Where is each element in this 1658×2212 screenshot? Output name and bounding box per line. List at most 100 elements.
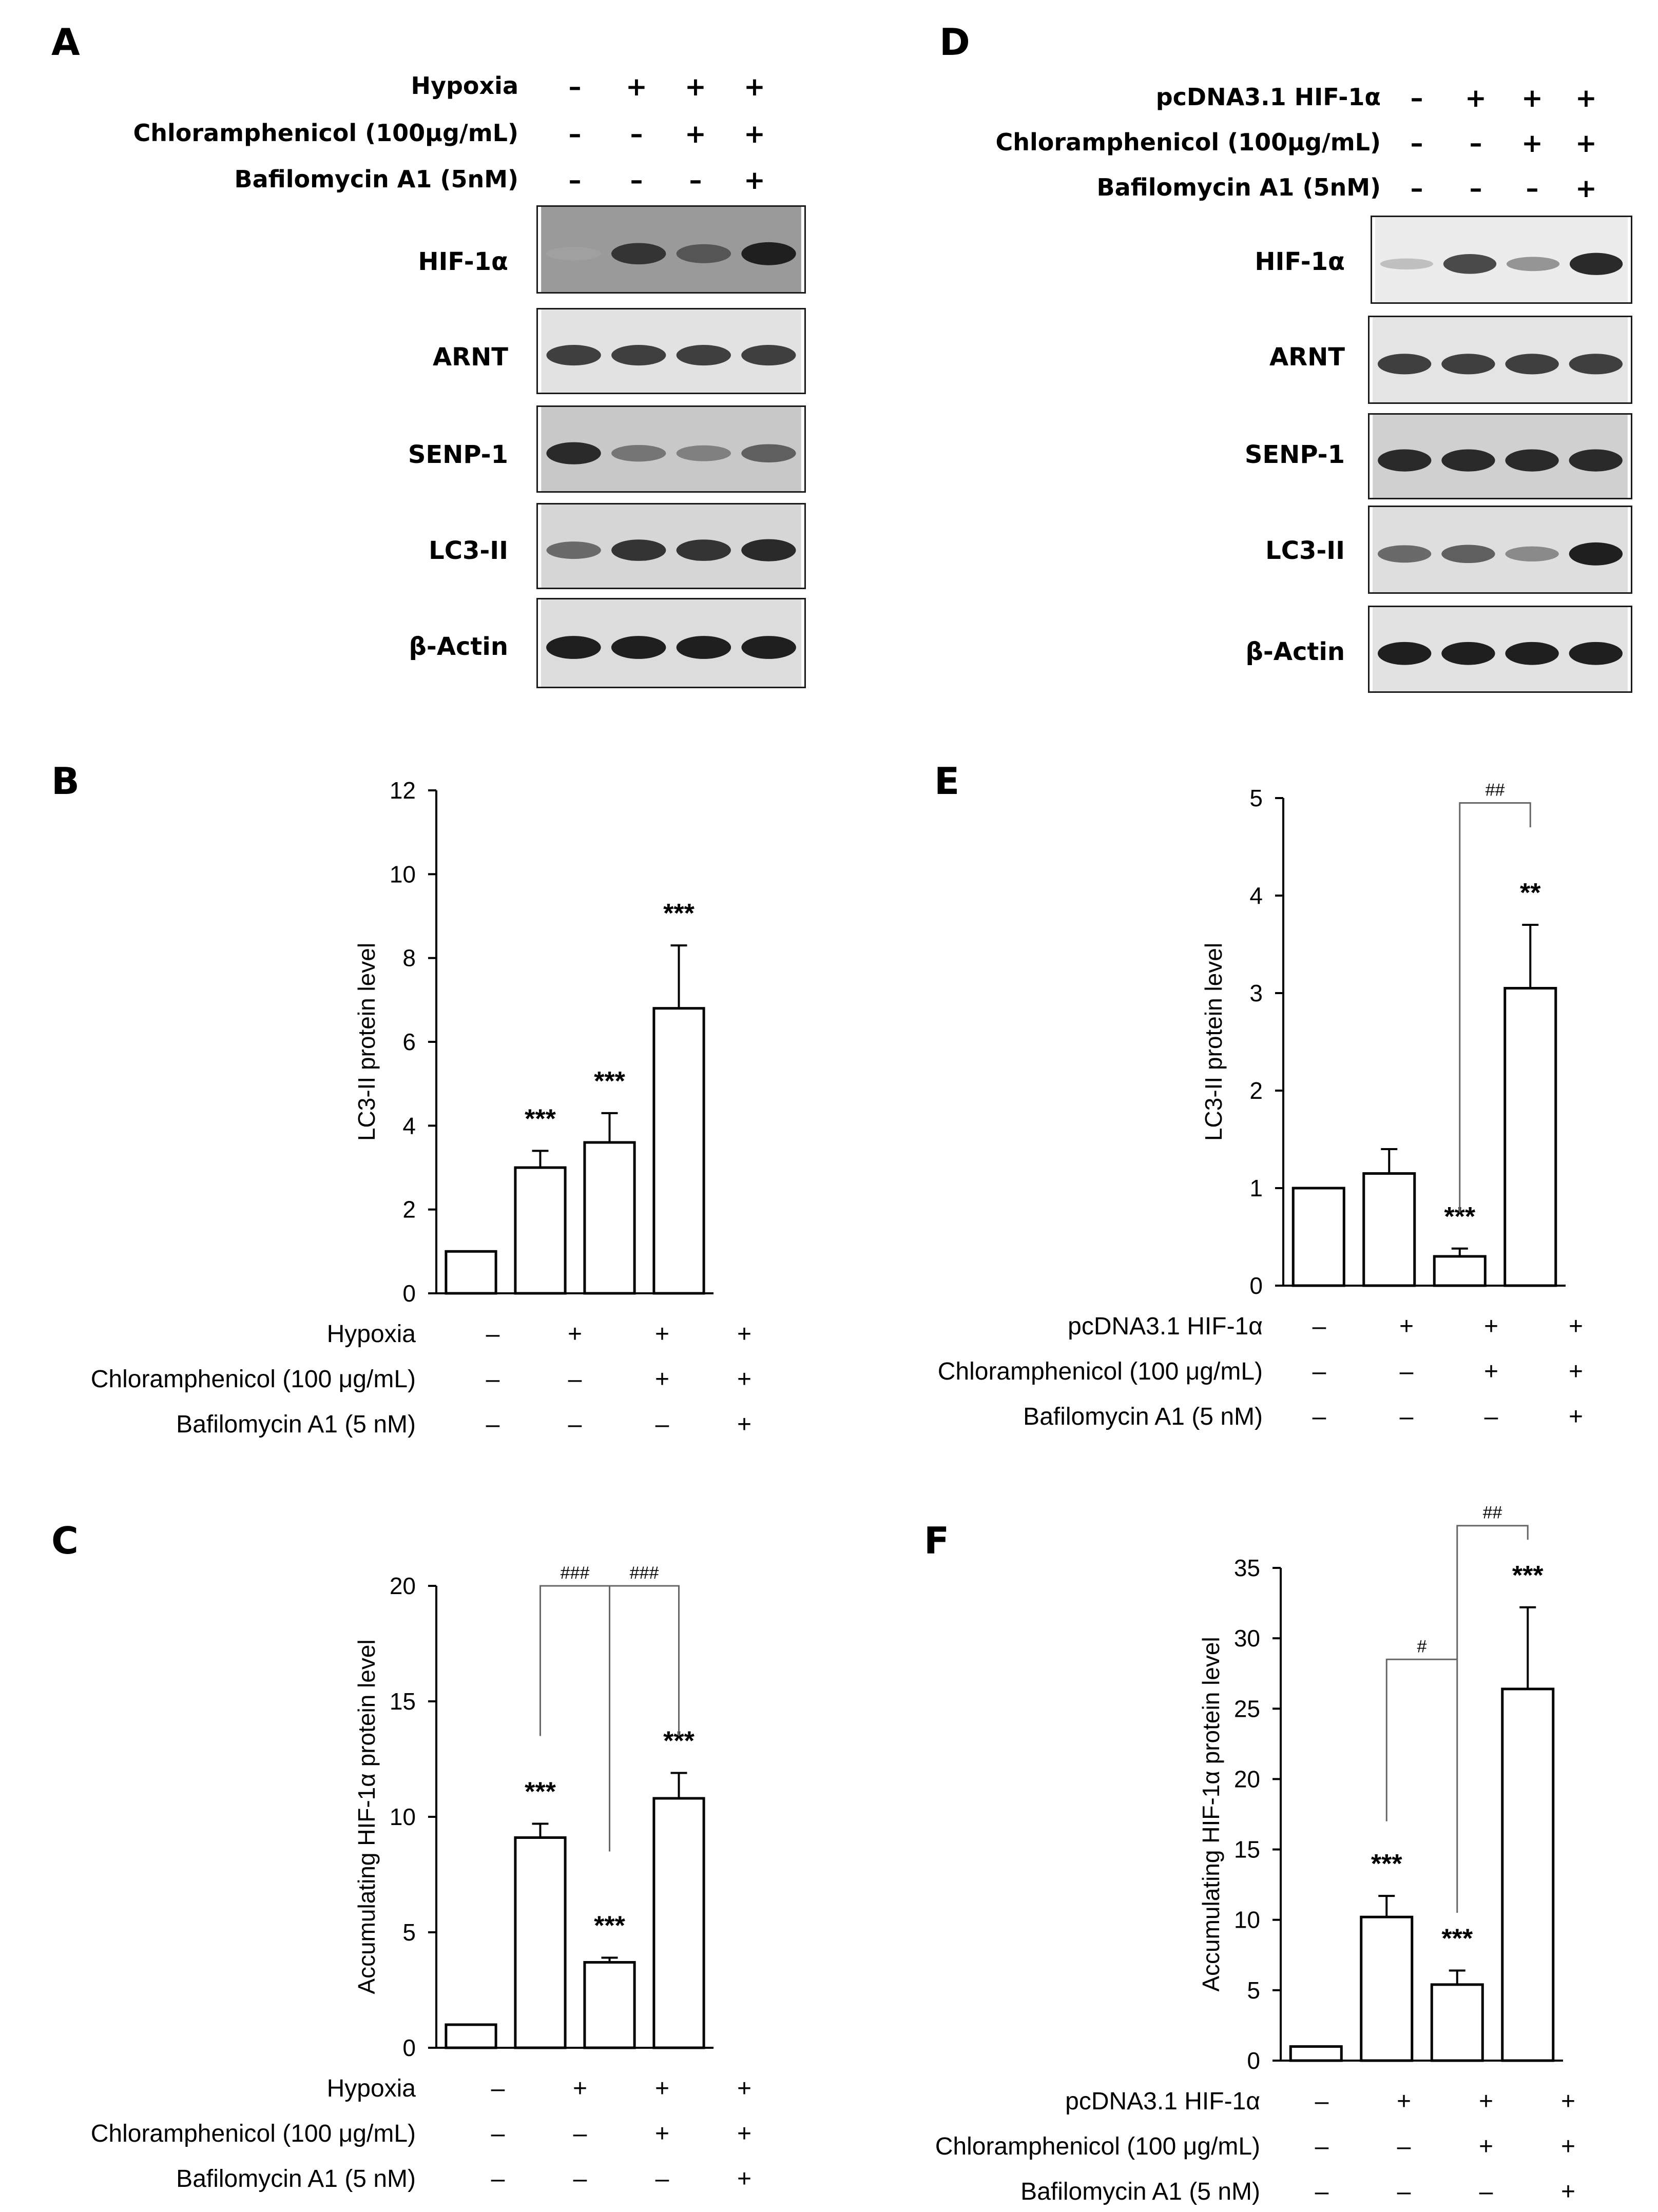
condition-sign: – <box>1526 173 1539 203</box>
bar <box>1430 1983 1484 2062</box>
y-tick-label: 10 <box>390 861 416 887</box>
blot-band <box>741 242 796 265</box>
band-label: SENP-1 <box>408 440 508 469</box>
condition-sign: – <box>1410 173 1423 203</box>
y-axis-label: Accumulating HIF-1α protein level <box>1198 1637 1224 1991</box>
blot-band <box>1505 449 1559 472</box>
significance-stars: *** <box>594 1066 625 1096</box>
condition-sign: + <box>655 2075 669 2102</box>
condition-label: Chloramphenicol (100 μg/mL) <box>938 1358 1263 1385</box>
condition-sign: – <box>1469 128 1482 158</box>
blot-band <box>1505 546 1559 561</box>
condition-sign: + <box>737 1321 751 1348</box>
bar-chart-f: 0 5 10 15 20 25 30 35 Accumulating HIF-1α protei… <box>935 1503 1575 2205</box>
bar <box>1360 1915 1414 2062</box>
blot-band <box>1443 254 1497 274</box>
condition-sign: + <box>685 119 706 149</box>
condition-sign: + <box>1397 2088 1411 2115</box>
condition-sign: – <box>630 119 643 149</box>
band-label: SENP-1 <box>1244 440 1345 469</box>
condition-sign: + <box>1575 83 1597 113</box>
condition-label: Bafilomycin A1 (5nM) <box>234 165 518 193</box>
condition-sign: + <box>1569 1313 1583 1340</box>
condition-sign: – <box>486 1411 500 1438</box>
condition-sign: + <box>1465 83 1487 113</box>
condition-sign: – <box>573 2120 587 2147</box>
condition-sign: + <box>1479 2133 1493 2160</box>
condition-sign: + <box>737 2120 751 2147</box>
condition-label: Chloramphenicol (100μg/mL) <box>133 119 518 147</box>
condition-sign: – <box>1400 1358 1414 1385</box>
condition-sign: + <box>744 165 765 195</box>
condition-label: Bafilomycin A1 (5nM) <box>1096 173 1381 201</box>
y-tick-label: 20 <box>1234 1765 1260 1792</box>
y-tick-label: 20 <box>390 1573 416 1599</box>
y-tick-label: 4 <box>1249 882 1263 909</box>
condition-sign: + <box>1521 83 1543 113</box>
significance-stars: *** <box>594 1911 625 1941</box>
blot-band <box>546 345 601 366</box>
condition-sign: – <box>1315 2088 1329 2115</box>
condition-sign: + <box>737 2165 751 2192</box>
condition-sign: + <box>626 72 647 102</box>
condition-sign: + <box>744 72 765 102</box>
significance-stars: *** <box>525 1777 556 1807</box>
y-tick-label: 25 <box>1234 1695 1260 1722</box>
y-tick-label: 0 <box>402 1280 416 1307</box>
condition-sign: + <box>737 1411 751 1438</box>
condition-sign: – <box>1315 2178 1329 2205</box>
condition-sign: + <box>737 2075 751 2102</box>
blot-band <box>611 345 666 366</box>
y-tick-label: 2 <box>402 1196 416 1223</box>
y-tick-label: 0 <box>1247 2047 1260 2074</box>
condition-sign: + <box>1575 128 1597 158</box>
condition-label: Chloramphenicol (100 μg/mL) <box>935 2133 1260 2160</box>
condition-sign: + <box>1569 1358 1583 1385</box>
condition-sign: + <box>737 1366 751 1393</box>
condition-sign: + <box>568 1321 582 1348</box>
blot-band <box>546 636 601 659</box>
condition-label: Hypoxia <box>327 1321 416 1348</box>
condition-sign: – <box>1485 1403 1498 1430</box>
condition-sign: – <box>1400 1403 1414 1430</box>
significance-stars: *** <box>1441 1924 1473 1953</box>
significance-bracket <box>539 1585 610 1852</box>
blot-band <box>1569 542 1623 566</box>
significance-bracket <box>1456 1525 1529 1913</box>
condition-sign: + <box>655 1321 669 1348</box>
blot-band <box>676 636 731 659</box>
blot-strip <box>536 598 806 688</box>
condition-sign: – <box>573 2165 587 2192</box>
bar-chart-c: 0 5 10 15 20 Accumulating HIF-1α protein leve… <box>91 1563 751 2192</box>
condition-sign: – <box>486 1321 500 1348</box>
condition-sign: + <box>1484 1313 1498 1340</box>
y-tick-label: 1 <box>1249 1175 1263 1201</box>
significance-stars: *** <box>1512 1561 1544 1590</box>
bar-chart-b: 0 2 4 6 8 10 12 LC3-II protein level *** *** *** Hy… <box>91 777 751 1438</box>
condition-sign: – <box>656 2165 669 2192</box>
blot-band <box>676 345 731 366</box>
y-tick-label: 12 <box>390 777 416 804</box>
blot-strip <box>1371 216 1632 304</box>
significance-bracket <box>1459 802 1531 1213</box>
significance-bracket <box>1385 1658 1457 1821</box>
condition-sign: – <box>491 2165 505 2192</box>
condition-sign: + <box>1479 2088 1493 2115</box>
y-tick-label: 6 <box>402 1029 416 1055</box>
band-label: HIF-1α <box>418 247 508 276</box>
y-tick-label: 15 <box>390 1688 416 1715</box>
bar <box>514 1836 567 2049</box>
y-tick-label: 2 <box>1249 1077 1263 1104</box>
blot-band <box>1506 257 1560 271</box>
condition-sign: – <box>1313 1358 1326 1385</box>
blot-band <box>741 636 796 659</box>
blot-band <box>1505 642 1559 665</box>
bar <box>445 2023 497 2049</box>
condition-sign: – <box>491 2075 505 2102</box>
bar <box>1362 1172 1416 1287</box>
blot-band <box>676 244 731 263</box>
bracket-label: ## <box>1486 781 1505 800</box>
condition-sign: – <box>568 1366 582 1393</box>
y-tick-label: 0 <box>402 2034 416 2061</box>
